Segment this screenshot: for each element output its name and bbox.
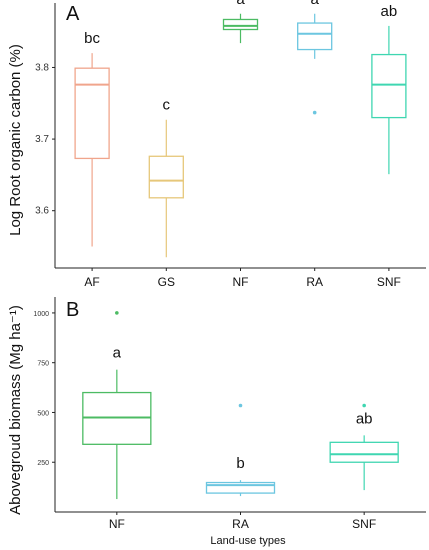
- box-iqr: [222, 18, 259, 31]
- panel-b-y-tick-label: 500: [37, 410, 49, 417]
- box-iqr: [297, 22, 333, 51]
- panel-b-box-snf: ab: [329, 403, 399, 491]
- panel-a-box-af: bc: [74, 30, 110, 247]
- panel-b-x-tick-label: NF: [109, 517, 125, 531]
- panel-b-box-ra: b: [205, 403, 276, 497]
- panel-b-ticks: 250 500 750 1000 NF RA SNF: [33, 311, 376, 531]
- significance-letter: c: [163, 97, 171, 114]
- panel-a-x-tick-label: NF: [233, 275, 249, 289]
- significance-letter: ab: [356, 410, 373, 427]
- significance-letter: a: [113, 345, 122, 362]
- panel-a-x-tick-label: AF: [84, 275, 99, 289]
- significance-letter: a: [311, 0, 320, 8]
- panel-b-y-tick-label: 1000: [33, 311, 49, 318]
- panel-a-box-snf: ab: [371, 3, 407, 175]
- outlier-point: [238, 403, 243, 408]
- panel-a-y-tick-label: 3.7: [35, 134, 49, 145]
- box-iqr: [148, 155, 184, 199]
- panel-b: B Abovegroud biomass (Mg ha⁻¹) Land-use …: [7, 297, 426, 547]
- box-iqr: [74, 67, 110, 160]
- panel-b-box-nf: a: [82, 311, 152, 500]
- panel-a-ticks: 3.6 3.7 3.8 AF GS NF RA SNF: [35, 62, 401, 289]
- panel-a: A Log Root organic carbon (%) 3.6 3.7 3.8 A…: [7, 0, 426, 289]
- panel-a-x-tick-label: RA: [306, 275, 323, 289]
- panel-a-y-tick-label: 3.8: [35, 62, 49, 73]
- outlier-point: [362, 403, 366, 408]
- box-iqr: [371, 53, 407, 119]
- panel-a-boxes: bc c a a ab: [74, 0, 407, 258]
- panel-a-x-tick-label: SNF: [377, 275, 401, 289]
- panel-a-box-ra: a: [297, 0, 333, 115]
- panel-a-x-tick-label: GS: [158, 275, 175, 289]
- outlier-point: [312, 110, 317, 115]
- panel-a-box-gs: c: [148, 97, 184, 258]
- panel-a-y-axis-label: Log Root organic carbon (%): [7, 44, 24, 236]
- panel-b-y-axis-label: Abovegroud biomass (Mg ha⁻¹): [7, 305, 24, 515]
- panel-b-y-tick-label: 750: [37, 361, 49, 368]
- significance-letter: ab: [381, 3, 398, 20]
- box-iqr: [329, 441, 399, 463]
- panel-b-x-tick-label: RA: [232, 517, 249, 531]
- panel-b-letter: B: [66, 299, 79, 321]
- outlier-point: [115, 311, 119, 315]
- panel-a-box-nf: a: [222, 0, 259, 44]
- panel-b-y-tick-label: 250: [37, 460, 49, 467]
- panel-a-y-tick-label: 3.6: [35, 206, 49, 217]
- significance-letter: bc: [84, 30, 100, 47]
- panel-b-x-tick-label: SNF: [352, 517, 376, 531]
- box-iqr: [205, 481, 276, 494]
- significance-letter: b: [236, 455, 244, 472]
- panel-b-x-axis-label: Land-use types: [210, 535, 286, 547]
- panel-a-letter: A: [66, 3, 80, 25]
- significance-letter: a: [236, 0, 245, 8]
